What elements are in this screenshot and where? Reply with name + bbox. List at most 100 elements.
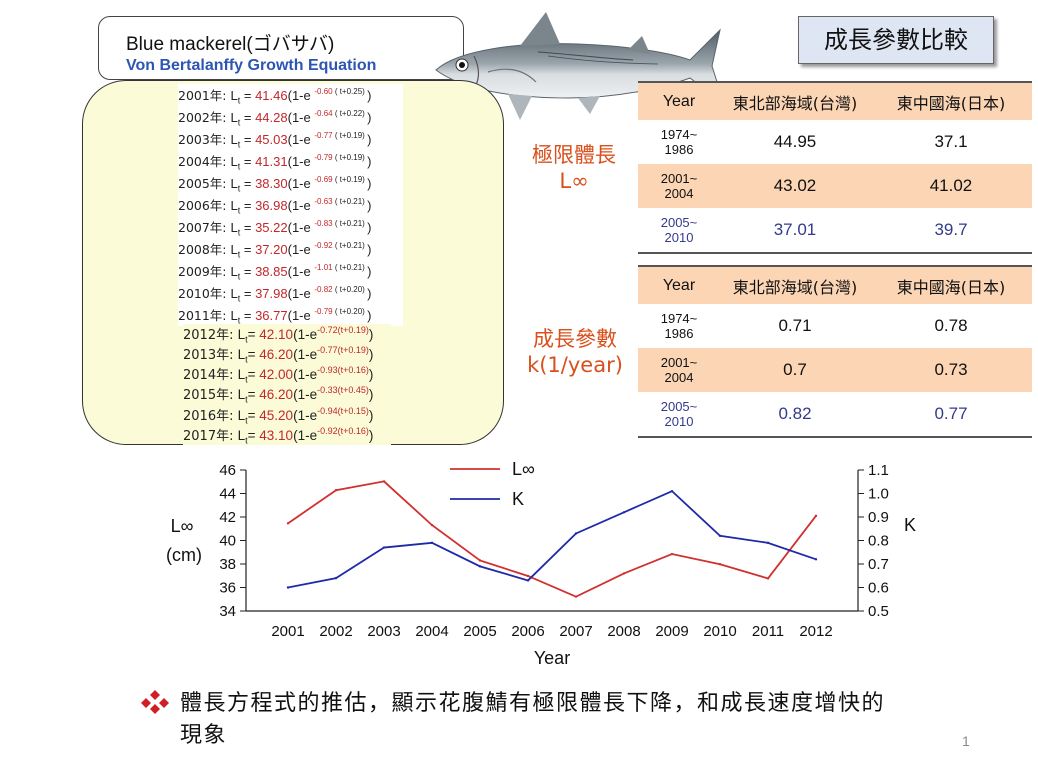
equation-open: (1-e bbox=[287, 109, 315, 125]
equation-equals: = bbox=[247, 326, 260, 342]
page-number: 1 bbox=[962, 733, 970, 749]
equation-lt-subscript: t bbox=[237, 227, 241, 238]
equation-lt: L bbox=[230, 197, 238, 213]
table-row: 2005~ 2010 0.82 0.77 bbox=[638, 392, 1032, 438]
y-tick-label-right: 0.9 bbox=[868, 509, 889, 526]
equation-equals: = bbox=[247, 346, 260, 362]
y-tick-label-left: 44 bbox=[219, 486, 236, 503]
y-tick-label-right: 0.8 bbox=[868, 533, 889, 550]
equation-year: 2011年: bbox=[178, 307, 231, 323]
equation-year: 2010年: bbox=[178, 285, 231, 301]
equation-lt: L bbox=[230, 175, 238, 191]
equation-year: 2009年: bbox=[178, 263, 231, 279]
equation-linf-value: 41.46 bbox=[255, 87, 288, 103]
equation-close: ) bbox=[367, 263, 372, 279]
equation-row: 2010年: Lt = 37.98(1-e -0.82 ( t+0.20) ) bbox=[178, 282, 403, 304]
equation-open: (1-e bbox=[293, 326, 318, 342]
equation-linf-value: 36.77 bbox=[255, 307, 288, 323]
data-point-k bbox=[334, 576, 338, 580]
equation-lt: L bbox=[230, 131, 238, 147]
equation-lt: L bbox=[237, 407, 246, 423]
equation-lt-subscript: t bbox=[245, 415, 248, 426]
y-tick-label-right: 0.6 bbox=[868, 580, 889, 597]
equation-year: 2008年: bbox=[178, 241, 231, 257]
x-tick-label: 2009 bbox=[655, 623, 688, 640]
data-point-linf bbox=[334, 489, 338, 492]
equation-close: ) bbox=[367, 87, 372, 103]
k-label-unit: k(1/year) bbox=[527, 353, 623, 377]
equation-equals: = bbox=[240, 175, 256, 191]
table-header: 東中國海(日本) bbox=[870, 265, 1032, 304]
species-title: Blue mackerel(ゴバサバ) bbox=[126, 34, 335, 55]
equation-equals: = bbox=[240, 219, 256, 235]
equation-row: 2016年: Lt= 45.20(1-e-0.94(t+0.15)) bbox=[183, 404, 391, 426]
equation-open: (1-e bbox=[287, 241, 315, 257]
x-tick-label: 2010 bbox=[703, 623, 736, 640]
equation-t0-value: ( t+0.21) bbox=[332, 262, 368, 272]
equation-text: 2003年: Lt = 45.03(1-e -0.77 ( t+0.19) ) bbox=[178, 129, 371, 150]
growth-parameter-line-chart: 34 36 38 40 42 44 46 0.5 0.6 0.7 0.8 0.9 1.0 1.1 2001 2… bbox=[166, 459, 916, 668]
equation-lt: L bbox=[230, 263, 238, 279]
equation-close: ) bbox=[367, 241, 372, 257]
data-point-linf bbox=[478, 559, 482, 562]
equation-text: 2001年: Lt = 41.46(1-e -0.60 ( t+0.25) ) bbox=[178, 85, 371, 106]
equation-t0-value: ( t+0.25) bbox=[332, 86, 368, 96]
x-axis-label: Year bbox=[534, 648, 570, 668]
equation-row: 2014年: Lt= 42.00(1-e-0.93(t+0.16)) bbox=[183, 364, 391, 385]
equation-text: 2017年: Lt= 43.10(1-e-0.92(t+0.16)) bbox=[183, 425, 373, 446]
equation-lt-subscript: t bbox=[237, 139, 241, 150]
data-point-k bbox=[670, 489, 674, 493]
title-box bbox=[98, 16, 464, 80]
conclusion-text: 體長方程式的推估，顯示花腹鯖有極限體長下降，和成長速度增快的現象 bbox=[180, 691, 886, 748]
x-tick-label: 2008 bbox=[607, 623, 640, 640]
equation-k-value: -0.33 bbox=[317, 385, 338, 396]
equation-open: (1-e bbox=[287, 307, 315, 323]
equation-text: 2015年: Lt= 46.20(1-e-0.33(t+0.45)) bbox=[183, 384, 373, 405]
data-point-linf bbox=[286, 522, 290, 525]
equation-t0-value: (t+0.16) bbox=[337, 425, 369, 436]
equation-text: 2009年: Lt = 38.85(1-e -1.01 ( t+0.21) ) bbox=[178, 261, 371, 282]
equation-row: 2004年: Lt = 41.31(1-e -0.79 ( t+0.19) ) bbox=[178, 150, 403, 172]
equation-open: (1-e bbox=[287, 197, 315, 213]
equation-k-value: -0.94 bbox=[317, 405, 338, 416]
equation-linf-value: 45.20 bbox=[259, 407, 294, 423]
equation-open: (1-e bbox=[293, 387, 318, 403]
y-tick-label-left: 40 bbox=[219, 533, 236, 550]
equation-t0-value: ( t+0.19) bbox=[332, 152, 368, 162]
equation-year: 2016年: bbox=[183, 408, 238, 424]
equation-k-value: -0.79 bbox=[314, 306, 333, 316]
equation-close: ) bbox=[367, 197, 372, 213]
equation-row: 2001年: Lt = 41.46(1-e -0.60 ( t+0.25) ) bbox=[178, 84, 403, 106]
equation-t0-value: ( t+0.19) bbox=[332, 174, 368, 184]
equation-equals: = bbox=[240, 87, 256, 103]
x-tick-label: 2005 bbox=[463, 623, 496, 640]
equation-equals: = bbox=[247, 427, 260, 443]
equation-close: ) bbox=[368, 427, 374, 443]
table-cell: 0.77 bbox=[870, 392, 1032, 438]
k-label: 成長參數 k(1/year) bbox=[520, 323, 630, 377]
y-tick-label-right: 0.5 bbox=[868, 603, 889, 620]
table-cell: 39.7 bbox=[870, 208, 1032, 254]
equation-text: 2014年: Lt= 42.00(1-e-0.93(t+0.16)) bbox=[183, 364, 373, 385]
equation-close: ) bbox=[367, 307, 372, 323]
table-cell: 37.1 bbox=[934, 132, 968, 151]
equation-row: 2009年: Lt = 38.85(1-e -1.01 ( t+0.21) ) bbox=[178, 260, 403, 282]
equation-lt: L bbox=[230, 307, 238, 323]
equation-k-value: -0.93 bbox=[317, 365, 338, 376]
equation-text: 2007年: Lt = 35.22(1-e -0.83 ( t+0.21) ) bbox=[178, 217, 371, 238]
equation-row: 2008年: Lt = 37.20(1-e -0.92 ( t+0.21) ) bbox=[178, 238, 403, 260]
equation-text: 2016年: Lt= 45.20(1-e-0.94(t+0.15)) bbox=[183, 405, 373, 426]
equation-equals: = bbox=[240, 131, 256, 147]
equation-lt: L bbox=[237, 387, 246, 403]
equation-open: (1-e bbox=[293, 367, 318, 383]
equation-lt-subscript: t bbox=[237, 95, 241, 106]
series-line-linf bbox=[287, 480, 817, 598]
equation-lt-subscript: t bbox=[237, 117, 241, 128]
table-header-row: Year 東北部海域(台灣) 東中國海(日本) bbox=[638, 265, 1032, 304]
diamond-cluster-icon bbox=[141, 690, 169, 714]
y-tick-label-left: 46 bbox=[219, 462, 236, 479]
y-axis-label-left: L∞ bbox=[171, 516, 194, 536]
equation-close: ) bbox=[367, 153, 372, 169]
equation-k-value: -0.79 bbox=[314, 152, 333, 162]
table-cell: 0.71 bbox=[778, 316, 812, 335]
